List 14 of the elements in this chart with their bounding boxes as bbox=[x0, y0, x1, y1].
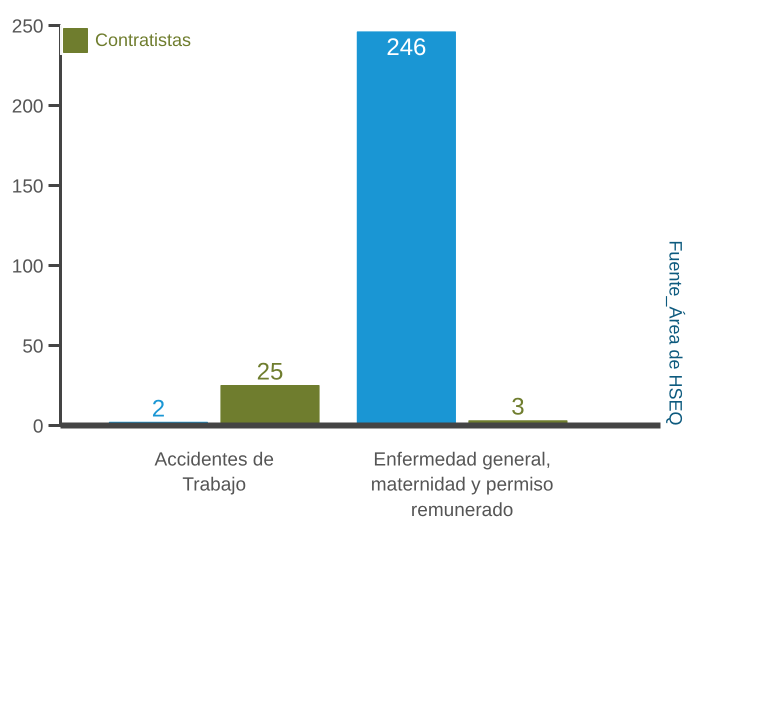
x-tick-label: Enfermedad general, maternidad y permiso remunerado bbox=[370, 450, 554, 521]
y-tick-label: 250 bbox=[12, 16, 44, 38]
data-label: 25 bbox=[256, 358, 284, 386]
text: Fuente_Área de HSEQ bbox=[666, 240, 686, 426]
y-tick-label: 0 bbox=[32, 416, 44, 438]
y-tick-label: 200 bbox=[12, 96, 44, 118]
y-tick-label: 100 bbox=[12, 256, 44, 278]
y-tick-label: 150 bbox=[12, 176, 44, 198]
data-label: 2 bbox=[152, 395, 166, 422]
x-tick-label: Accidentes de Trabajo bbox=[154, 450, 274, 496]
data-label: 246 bbox=[386, 34, 426, 61]
y-tick-label: 50 bbox=[22, 336, 44, 358]
legend-label: Contratistas bbox=[95, 30, 192, 50]
data-label: 3 bbox=[511, 394, 525, 421]
